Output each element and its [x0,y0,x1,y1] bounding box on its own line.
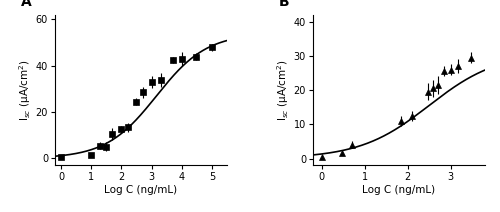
Y-axis label: I$_{sc}$ (μA/cm$^{2}$): I$_{sc}$ (μA/cm$^{2}$) [275,59,291,121]
Text: A: A [20,0,32,9]
X-axis label: Log C (ng/mL): Log C (ng/mL) [362,185,436,195]
X-axis label: Log C (ng/mL): Log C (ng/mL) [104,185,178,195]
Y-axis label: I$_{sc}$ (μA/cm$^{2}$): I$_{sc}$ (μA/cm$^{2}$) [17,59,33,121]
Text: B: B [278,0,289,9]
